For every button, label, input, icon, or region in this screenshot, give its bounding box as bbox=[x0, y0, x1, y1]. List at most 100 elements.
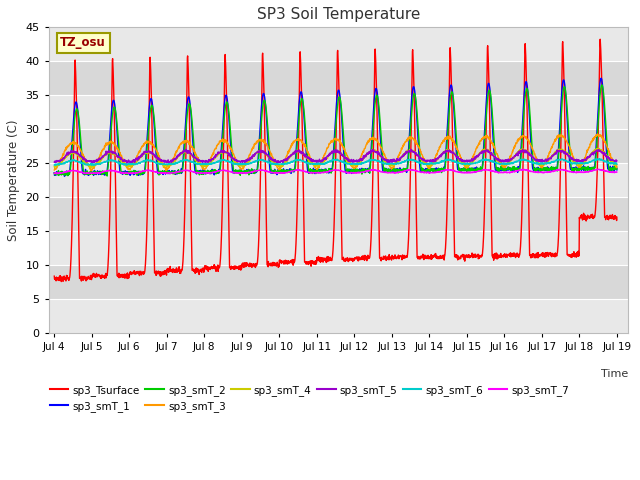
sp3_smT_3 bbox=[88, 168, 95, 174]
sp3_smT_3 bbox=[156, 154, 163, 159]
sp3_smT_6 bbox=[51, 162, 58, 168]
Line: sp3_smT_4: sp3_smT_4 bbox=[54, 148, 617, 168]
Text: Time: Time bbox=[601, 370, 628, 379]
Line: sp3_smT_1: sp3_smT_1 bbox=[54, 78, 617, 176]
sp3_smT_4 bbox=[341, 156, 349, 162]
sp3_smT_3 bbox=[400, 142, 408, 147]
sp3_smT_5 bbox=[123, 160, 131, 166]
sp3_smT_3 bbox=[341, 149, 349, 155]
Line: sp3_smT_5: sp3_smT_5 bbox=[54, 149, 617, 163]
sp3_smT_6 bbox=[90, 163, 97, 168]
sp3_smT_4 bbox=[156, 158, 163, 164]
sp3_smT_4 bbox=[589, 150, 596, 156]
Title: SP3 Soil Temperature: SP3 Soil Temperature bbox=[257, 7, 420, 22]
Bar bbox=[49, 129, 628, 163]
sp3_smT_7 bbox=[341, 169, 349, 175]
sp3_smT_6 bbox=[156, 161, 163, 167]
sp3_smT_6 bbox=[503, 161, 511, 167]
sp3_smT_1 bbox=[341, 168, 349, 173]
sp3_smT_7 bbox=[613, 169, 621, 175]
sp3_smT_5 bbox=[341, 155, 349, 161]
sp3_smT_1 bbox=[51, 170, 58, 176]
Bar bbox=[49, 197, 628, 231]
Line: sp3_Tsurface: sp3_Tsurface bbox=[54, 39, 617, 282]
sp3_smT_2 bbox=[503, 166, 511, 172]
sp3_Tsurface bbox=[156, 269, 163, 275]
sp3_smT_1 bbox=[597, 75, 605, 81]
sp3_Tsurface bbox=[589, 211, 596, 217]
sp3_smT_3 bbox=[589, 138, 596, 144]
sp3_Tsurface bbox=[341, 256, 349, 262]
sp3_smT_5 bbox=[400, 153, 408, 158]
sp3_smT_3 bbox=[593, 131, 601, 137]
Line: sp3_smT_7: sp3_smT_7 bbox=[54, 169, 617, 174]
Bar bbox=[49, 95, 628, 129]
sp3_smT_1 bbox=[61, 173, 68, 179]
sp3_smT_3 bbox=[204, 162, 212, 168]
sp3_smT_3 bbox=[503, 161, 511, 167]
sp3_smT_1 bbox=[613, 167, 621, 173]
sp3_smT_2 bbox=[613, 166, 621, 172]
Y-axis label: Soil Temperature (C): Soil Temperature (C) bbox=[7, 119, 20, 241]
sp3_smT_2 bbox=[204, 169, 212, 175]
sp3_smT_6 bbox=[341, 159, 349, 165]
sp3_smT_2 bbox=[156, 169, 163, 175]
sp3_smT_3 bbox=[51, 167, 58, 173]
sp3_smT_7 bbox=[53, 171, 61, 177]
sp3_smT_2 bbox=[341, 157, 349, 163]
sp3_smT_7 bbox=[400, 168, 408, 174]
sp3_smT_1 bbox=[156, 171, 163, 177]
sp3_smT_1 bbox=[503, 166, 511, 171]
sp3_smT_4 bbox=[595, 145, 602, 151]
sp3_smT_7 bbox=[589, 168, 596, 174]
sp3_Tsurface bbox=[204, 264, 212, 270]
sp3_smT_5 bbox=[613, 158, 621, 164]
sp3_smT_7 bbox=[595, 167, 603, 172]
Line: sp3_smT_3: sp3_smT_3 bbox=[54, 134, 617, 171]
sp3_smT_4 bbox=[204, 162, 212, 168]
sp3_Tsurface bbox=[613, 215, 621, 220]
sp3_smT_2 bbox=[51, 170, 58, 176]
sp3_smT_3 bbox=[613, 164, 621, 170]
sp3_smT_1 bbox=[589, 165, 596, 170]
Line: sp3_smT_2: sp3_smT_2 bbox=[54, 85, 617, 176]
Line: sp3_smT_6: sp3_smT_6 bbox=[54, 159, 617, 166]
sp3_smT_5 bbox=[51, 159, 58, 165]
sp3_smT_4 bbox=[613, 162, 621, 168]
sp3_smT_6 bbox=[613, 161, 621, 167]
sp3_smT_6 bbox=[589, 158, 596, 164]
sp3_smT_2 bbox=[103, 173, 111, 179]
sp3_smT_4 bbox=[400, 152, 408, 158]
sp3_smT_5 bbox=[204, 159, 212, 165]
sp3_smT_6 bbox=[595, 156, 603, 162]
sp3_smT_5 bbox=[589, 151, 596, 157]
sp3_smT_6 bbox=[204, 161, 212, 167]
Bar bbox=[49, 163, 628, 197]
Text: TZ_osu: TZ_osu bbox=[60, 36, 106, 49]
sp3_smT_1 bbox=[204, 170, 212, 176]
sp3_smT_4 bbox=[51, 163, 58, 169]
Bar bbox=[49, 27, 628, 61]
sp3_smT_7 bbox=[51, 170, 58, 176]
Legend: sp3_Tsurface, sp3_smT_1, sp3_smT_2, sp3_smT_3, sp3_smT_4, sp3_smT_5, sp3_smT_6, : sp3_Tsurface, sp3_smT_1, sp3_smT_2, sp3_… bbox=[45, 381, 573, 416]
sp3_Tsurface bbox=[400, 255, 408, 261]
sp3_smT_6 bbox=[400, 159, 408, 165]
Bar bbox=[49, 299, 628, 333]
sp3_smT_1 bbox=[400, 166, 408, 171]
sp3_smT_2 bbox=[598, 82, 605, 88]
sp3_Tsurface bbox=[58, 279, 65, 285]
sp3_smT_4 bbox=[503, 162, 511, 168]
sp3_smT_2 bbox=[400, 166, 408, 171]
sp3_Tsurface bbox=[596, 36, 604, 42]
sp3_smT_2 bbox=[589, 165, 596, 171]
sp3_Tsurface bbox=[51, 273, 58, 279]
sp3_Tsurface bbox=[503, 251, 511, 257]
Bar bbox=[49, 231, 628, 265]
sp3_smT_5 bbox=[503, 159, 511, 165]
sp3_smT_5 bbox=[156, 156, 163, 161]
sp3_smT_7 bbox=[156, 170, 163, 176]
sp3_smT_7 bbox=[204, 170, 212, 176]
sp3_smT_4 bbox=[88, 165, 95, 170]
Bar bbox=[49, 61, 628, 95]
Bar bbox=[49, 265, 628, 299]
